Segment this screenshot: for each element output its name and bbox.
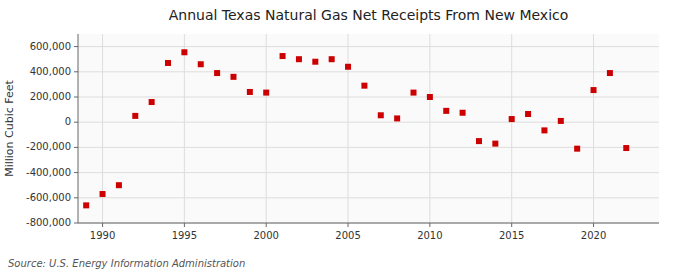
point xyxy=(198,61,204,67)
point xyxy=(541,127,547,133)
point xyxy=(100,191,106,197)
x-tick-label: 2020 xyxy=(581,230,606,241)
x-tick-label: 1990 xyxy=(90,230,115,241)
y-grid-line xyxy=(78,172,659,173)
point xyxy=(83,202,89,208)
point xyxy=(492,141,498,147)
axes: -800,000 -600,000 -400,000 -200,000 0 200,000… xyxy=(26,34,659,241)
y-tick xyxy=(74,147,78,148)
point xyxy=(149,99,155,105)
point xyxy=(378,112,384,118)
point xyxy=(623,145,629,151)
x-grid-line xyxy=(429,34,430,223)
point xyxy=(329,56,335,62)
x-grid-line xyxy=(511,34,512,223)
x-tick xyxy=(184,223,185,227)
plot-area xyxy=(78,34,659,223)
y-axis-line xyxy=(78,34,79,223)
point xyxy=(476,138,482,144)
point xyxy=(230,74,236,80)
y-grid-line xyxy=(78,71,659,72)
point xyxy=(427,94,433,100)
grid xyxy=(78,34,659,223)
y-tick-label: -200,000 xyxy=(26,141,71,152)
y-grid-line xyxy=(78,197,659,198)
point xyxy=(509,116,515,122)
point xyxy=(116,182,122,188)
point xyxy=(574,146,580,152)
y-grid-line xyxy=(78,122,659,123)
y-tick xyxy=(74,223,78,224)
y-tick-label: 200,000 xyxy=(30,91,71,102)
y-grid-line xyxy=(78,97,659,98)
point xyxy=(312,59,318,65)
x-tick-label: 2000 xyxy=(253,230,278,241)
y-tick-label: -400,000 xyxy=(26,167,71,178)
y-tick-label: -600,000 xyxy=(26,192,71,203)
x-tick-label: 2005 xyxy=(335,230,360,241)
point xyxy=(214,70,220,76)
x-tick xyxy=(102,223,103,227)
x-grid-line xyxy=(266,34,267,223)
y-grid-line xyxy=(78,46,659,47)
y-tick xyxy=(74,46,78,47)
point xyxy=(280,53,286,59)
x-tick xyxy=(348,223,349,227)
y-tick-label: 0 xyxy=(65,116,71,127)
point xyxy=(132,113,138,119)
x-tick-label: 1995 xyxy=(172,230,197,241)
x-tick xyxy=(593,223,594,227)
y-tick xyxy=(74,97,78,98)
y-axis-label: Million Cubic Feet xyxy=(3,79,16,176)
point xyxy=(247,89,253,95)
x-tick xyxy=(266,223,267,227)
points xyxy=(83,49,629,208)
point xyxy=(525,111,531,117)
x-grid-line xyxy=(593,34,594,223)
point xyxy=(263,90,269,96)
x-axis-line xyxy=(78,223,659,224)
y-tick-label: 600,000 xyxy=(30,41,71,52)
point xyxy=(296,56,302,62)
point xyxy=(345,64,351,70)
x-tick-label: 2015 xyxy=(499,230,524,241)
point xyxy=(165,60,171,66)
y-tick xyxy=(74,71,78,72)
y-grid-line xyxy=(78,223,659,224)
point xyxy=(411,90,417,96)
point xyxy=(460,110,466,116)
y-tick xyxy=(74,122,78,123)
point xyxy=(591,87,597,93)
point xyxy=(443,108,449,114)
point xyxy=(181,49,187,55)
chart: -800,000 -600,000 -400,000 -200,000 0 200,000… xyxy=(0,0,675,275)
title: Annual Texas Natural Gas Net Receipts Fr… xyxy=(169,7,569,23)
y-grid-line xyxy=(78,147,659,148)
point xyxy=(607,70,613,76)
x-tick xyxy=(511,223,512,227)
point xyxy=(361,83,367,89)
y-tick-label: -800,000 xyxy=(26,217,71,228)
x-tick xyxy=(429,223,430,227)
point xyxy=(558,118,564,124)
point xyxy=(394,115,400,121)
y-tick xyxy=(74,172,78,173)
x-grid-line xyxy=(184,34,185,223)
y-tick xyxy=(74,197,78,198)
x-grid-line xyxy=(348,34,349,223)
annotation: Source: U.S. Energy Information Administ… xyxy=(8,258,245,269)
x-tick-label: 2010 xyxy=(417,230,442,241)
y-tick-label: 400,000 xyxy=(30,66,71,77)
